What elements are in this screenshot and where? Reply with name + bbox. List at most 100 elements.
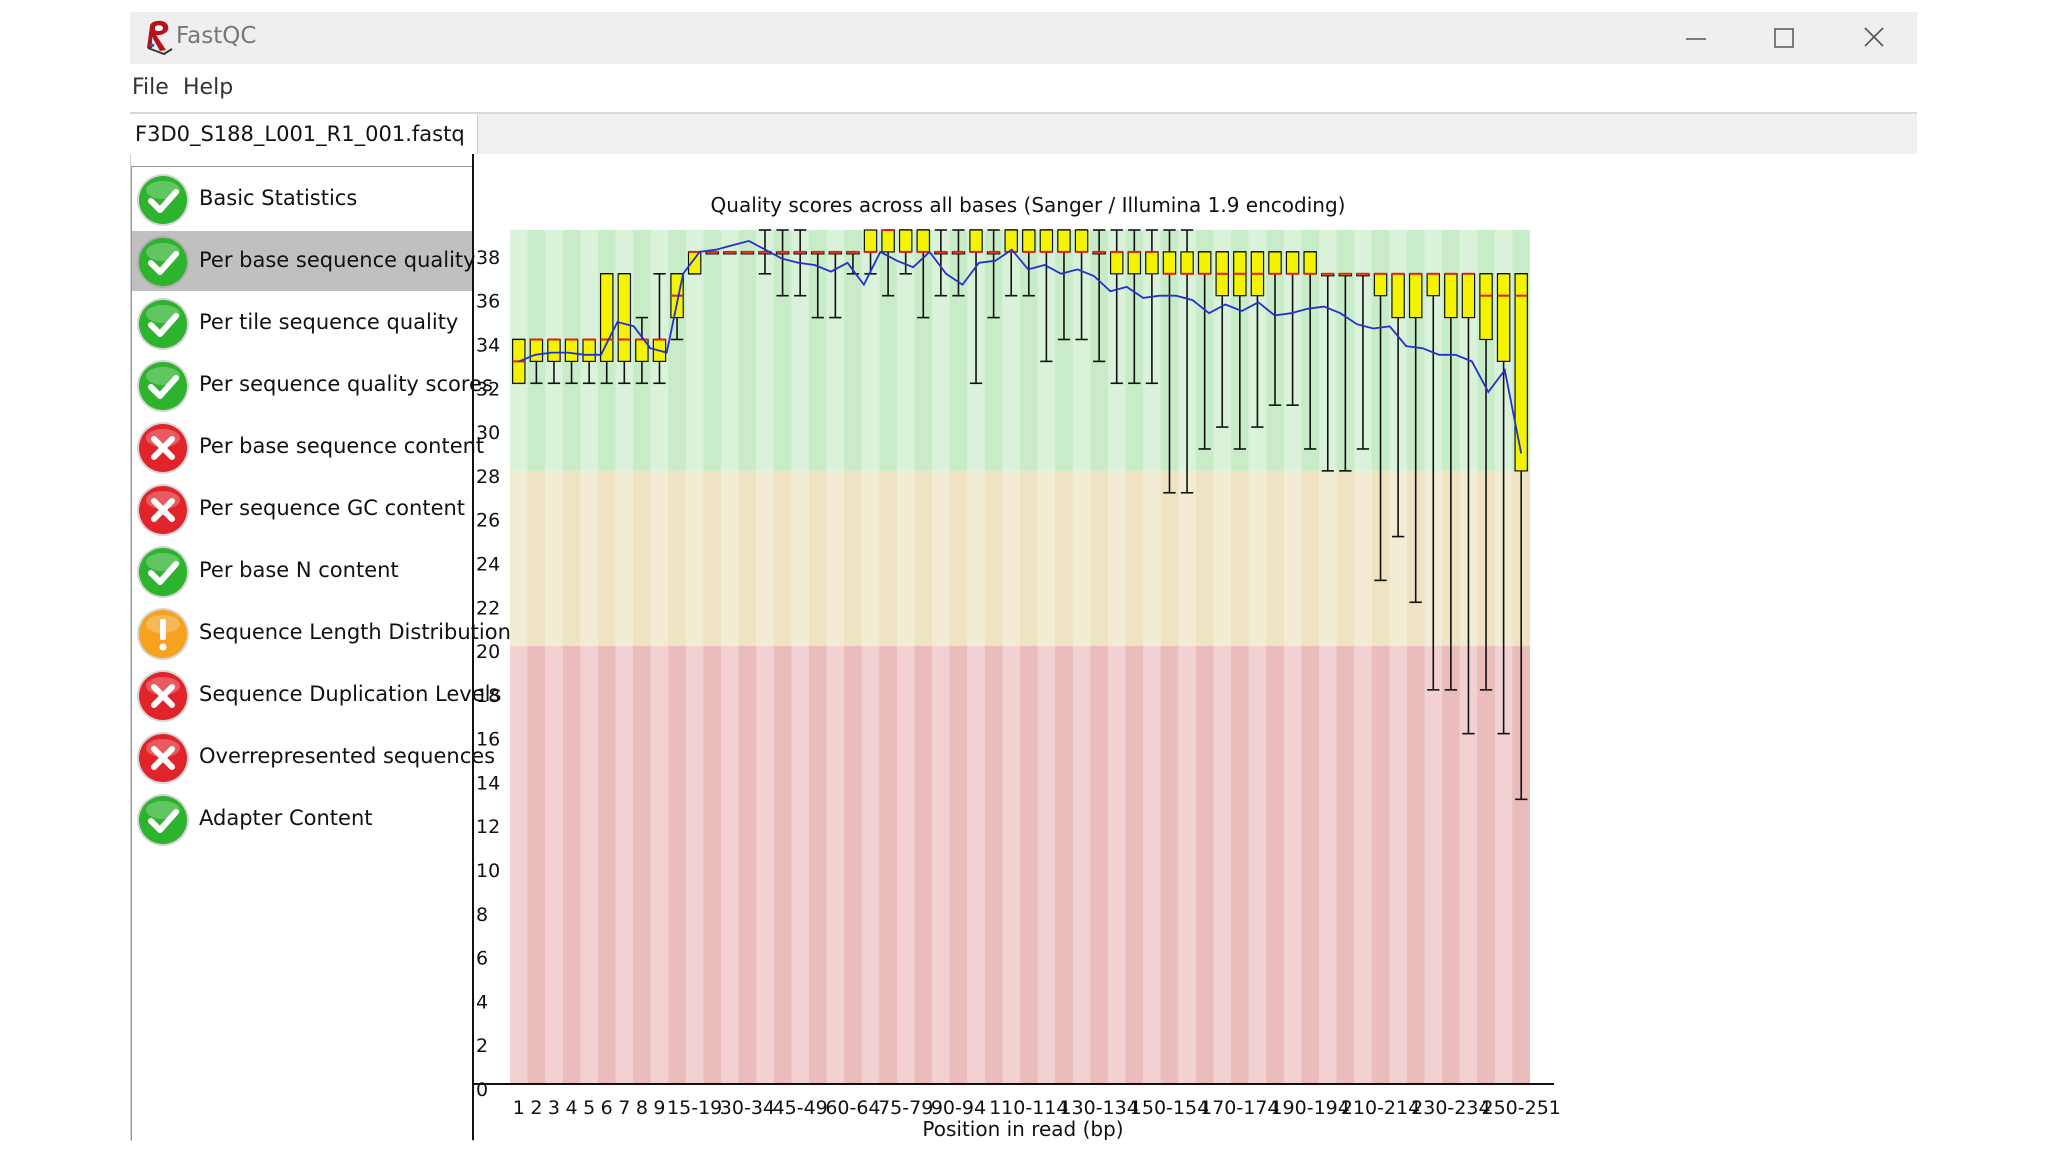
quality-box: [1004, 229, 1018, 253]
y-tick-label: 18: [476, 685, 500, 707]
bin-stripe: [1354, 230, 1372, 1084]
y-tick-label: 2: [476, 1035, 488, 1057]
quality-box: [1391, 273, 1405, 319]
quality-box: [1039, 229, 1054, 253]
x-tick-label: 45-49: [773, 1097, 828, 1119]
fail-status-icon: [137, 422, 189, 474]
bin-stripe: [967, 230, 985, 1084]
quality-box: [1197, 251, 1212, 275]
bin-stripe: [791, 230, 809, 1084]
quality-box: [1303, 251, 1317, 275]
quality-box: [916, 229, 931, 253]
y-tick-label: 14: [476, 772, 500, 794]
minimize-button[interactable]: [1666, 20, 1726, 56]
quality-box: [1461, 273, 1476, 319]
maximize-button[interactable]: [1754, 20, 1814, 56]
module-label: Per base N content: [199, 558, 399, 582]
bin-stripe: [650, 230, 669, 1084]
module-overrepresented-sequences[interactable]: Overrepresented sequences: [132, 727, 495, 787]
pass-status-icon: [137, 174, 189, 226]
quality-box: [1127, 251, 1142, 275]
mean-line: [518, 239, 1523, 454]
y-tick-label: 20: [476, 641, 500, 663]
bin-stripe: [932, 230, 950, 1084]
module-sequence-length-distribution[interactable]: Sequence Length Distribution: [132, 603, 511, 663]
bin-stripe: [896, 230, 915, 1084]
title-bar[interactable]: FastQC: [130, 12, 1917, 64]
y-tick-label: 28: [476, 466, 500, 488]
menu-help[interactable]: Help: [183, 75, 234, 100]
bin-stripe: [1143, 230, 1161, 1084]
bin-stripe: [1178, 230, 1196, 1084]
x-tick-label: 15-19: [667, 1097, 722, 1119]
chart-title: Quality scores across all bases (Sanger …: [711, 193, 1346, 217]
y-tick-label: 8: [476, 904, 488, 926]
module-label: Basic Statistics: [199, 186, 358, 210]
y-tick-label: 38: [476, 247, 500, 269]
module-per-base-n-content[interactable]: Per base N content: [132, 541, 472, 601]
report-content: Basic Statistics Per base sequence qualit…: [130, 154, 1918, 1141]
quality-box: [898, 229, 913, 253]
fastqc-logo-icon: [147, 20, 173, 56]
pass-status-icon: [137, 546, 189, 598]
quality-box: [1022, 229, 1036, 253]
file-tab-bar: F3D0_S188_L001_R1_001.fastq: [130, 114, 1917, 155]
x-tick-label: 230-234: [1411, 1097, 1490, 1119]
quality-box: [547, 338, 561, 362]
bin-stripe: [1389, 230, 1407, 1084]
module-per-sequence-quality-scores[interactable]: Per sequence quality scores: [132, 355, 493, 415]
x-tick-label: 60-64: [825, 1097, 880, 1119]
y-tick-label: 12: [476, 816, 500, 838]
fastqc-window: FastQC File Help F3D0_S188_L001_R1_001.f…: [130, 12, 1918, 1141]
warn-status-icon: [137, 608, 189, 660]
x-tick-label: 250-251: [1482, 1097, 1561, 1119]
fail-status-icon: [137, 484, 189, 536]
window-title: FastQC: [176, 23, 257, 49]
bin-stripe: [826, 230, 845, 1084]
x-tick-label: 75-79: [878, 1097, 933, 1119]
bin-stripe: [861, 230, 880, 1084]
module-per-base-sequence-content[interactable]: Per base sequence content: [132, 417, 484, 477]
module-per-base-sequence-quality[interactable]: Per base sequence quality: [132, 231, 476, 291]
quality-box: [599, 273, 614, 362]
menu-file[interactable]: File: [132, 75, 169, 100]
module-per-tile-sequence-quality[interactable]: Per tile sequence quality: [132, 293, 472, 353]
x-tick-label: 4: [566, 1097, 578, 1119]
x-tick-label: 1: [513, 1097, 525, 1119]
module-adapter-content[interactable]: Adapter Content: [132, 789, 472, 849]
pass-status-icon: [137, 298, 189, 350]
x-tick-label: 2: [530, 1097, 542, 1119]
x-tick-label: 90-94: [931, 1097, 986, 1119]
y-tick-label: 34: [476, 334, 500, 356]
y-tick-label: 26: [476, 510, 500, 532]
zone-good: [510, 230, 1530, 471]
x-tick-label: 3: [548, 1097, 560, 1119]
module-label: Sequence Length Distribution: [199, 620, 511, 644]
y-tick-label: 30: [476, 422, 500, 444]
y-tick-label: 6: [476, 948, 488, 970]
y-tick-label: 24: [476, 553, 500, 575]
y-tick-label: 10: [476, 860, 500, 882]
quality-box: [564, 338, 579, 362]
x-tick-label: 110-114: [989, 1097, 1068, 1119]
x-tick-label: 30-34: [720, 1097, 775, 1119]
x-tick-label: 150-154: [1130, 1097, 1209, 1119]
y-tick-label: 4: [476, 991, 488, 1013]
zone-warning: [510, 470, 1530, 647]
module-label: Per base sequence content: [199, 434, 485, 458]
x-tick-label: 210-214: [1341, 1097, 1420, 1119]
quality-box: [1109, 251, 1124, 275]
quality-box: [617, 273, 632, 362]
module-list: Basic Statistics Per base sequence qualit…: [131, 166, 511, 1141]
module-basic-statistics[interactable]: Basic Statistics: [132, 169, 472, 229]
module-label: Per base sequence quality: [199, 248, 476, 272]
bin-stripe: [615, 230, 634, 1084]
module-sequence-duplication-levels[interactable]: Sequence Duplication Levels: [132, 665, 501, 725]
module-per-sequence-gc-content[interactable]: Per sequence GC content: [132, 479, 472, 539]
bin-stripe: [1283, 230, 1302, 1084]
file-tab[interactable]: F3D0_S188_L001_R1_001.fastq: [130, 114, 478, 154]
y-tick-label: 16: [476, 729, 500, 751]
bin-stripe: [1248, 230, 1267, 1084]
close-button[interactable]: [1844, 20, 1904, 56]
